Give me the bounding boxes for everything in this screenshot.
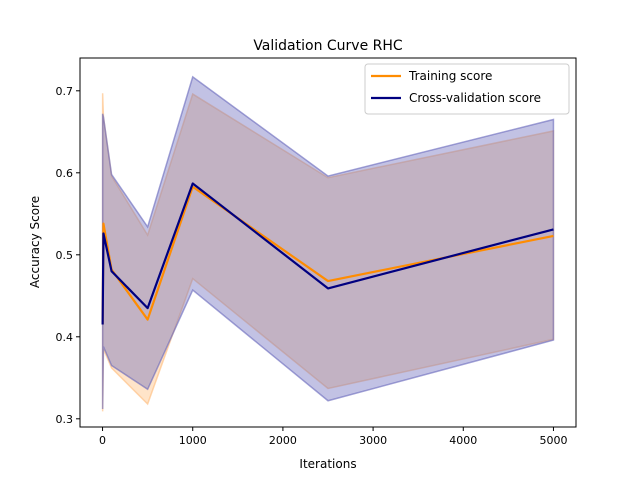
x-tick-label: 2000 [269, 434, 297, 447]
series-lines [101, 182, 554, 325]
x-tick-label: 4000 [449, 434, 477, 447]
legend-label-training: Training score [408, 69, 492, 83]
x-tick-label: 5000 [539, 434, 567, 447]
line-series-0 [101, 185, 554, 325]
confidence-bands [101, 75, 555, 412]
band-series-1 [101, 75, 555, 409]
legend: Training score Cross-validation score [364, 63, 570, 115]
y-axis-label: Accuracy Score [28, 196, 42, 288]
y-tick-label: 0.3 [56, 413, 74, 426]
y-tick-label: 0.4 [56, 331, 74, 344]
x-tick-label: 0 [99, 434, 106, 447]
legend-box [364, 63, 570, 115]
legend-label-cv: Cross-validation score [409, 91, 541, 105]
y-tick-label: 0.7 [56, 85, 74, 98]
x-tick-label: 1000 [179, 434, 207, 447]
x-tick-label: 3000 [359, 434, 387, 447]
plot-frame [79, 57, 577, 428]
line-series-1 [101, 182, 554, 325]
x-axis-ticks: 0 1000 2000 3000 4000 5000 [99, 427, 567, 447]
y-tick-label: 0.6 [56, 167, 74, 180]
x-axis-label: Iterations [299, 457, 356, 471]
y-tick-label: 0.5 [56, 249, 74, 262]
y-axis-ticks: 0.3 0.4 0.5 0.6 0.7 [56, 85, 80, 426]
chart-title: Validation Curve RHC [253, 38, 403, 54]
